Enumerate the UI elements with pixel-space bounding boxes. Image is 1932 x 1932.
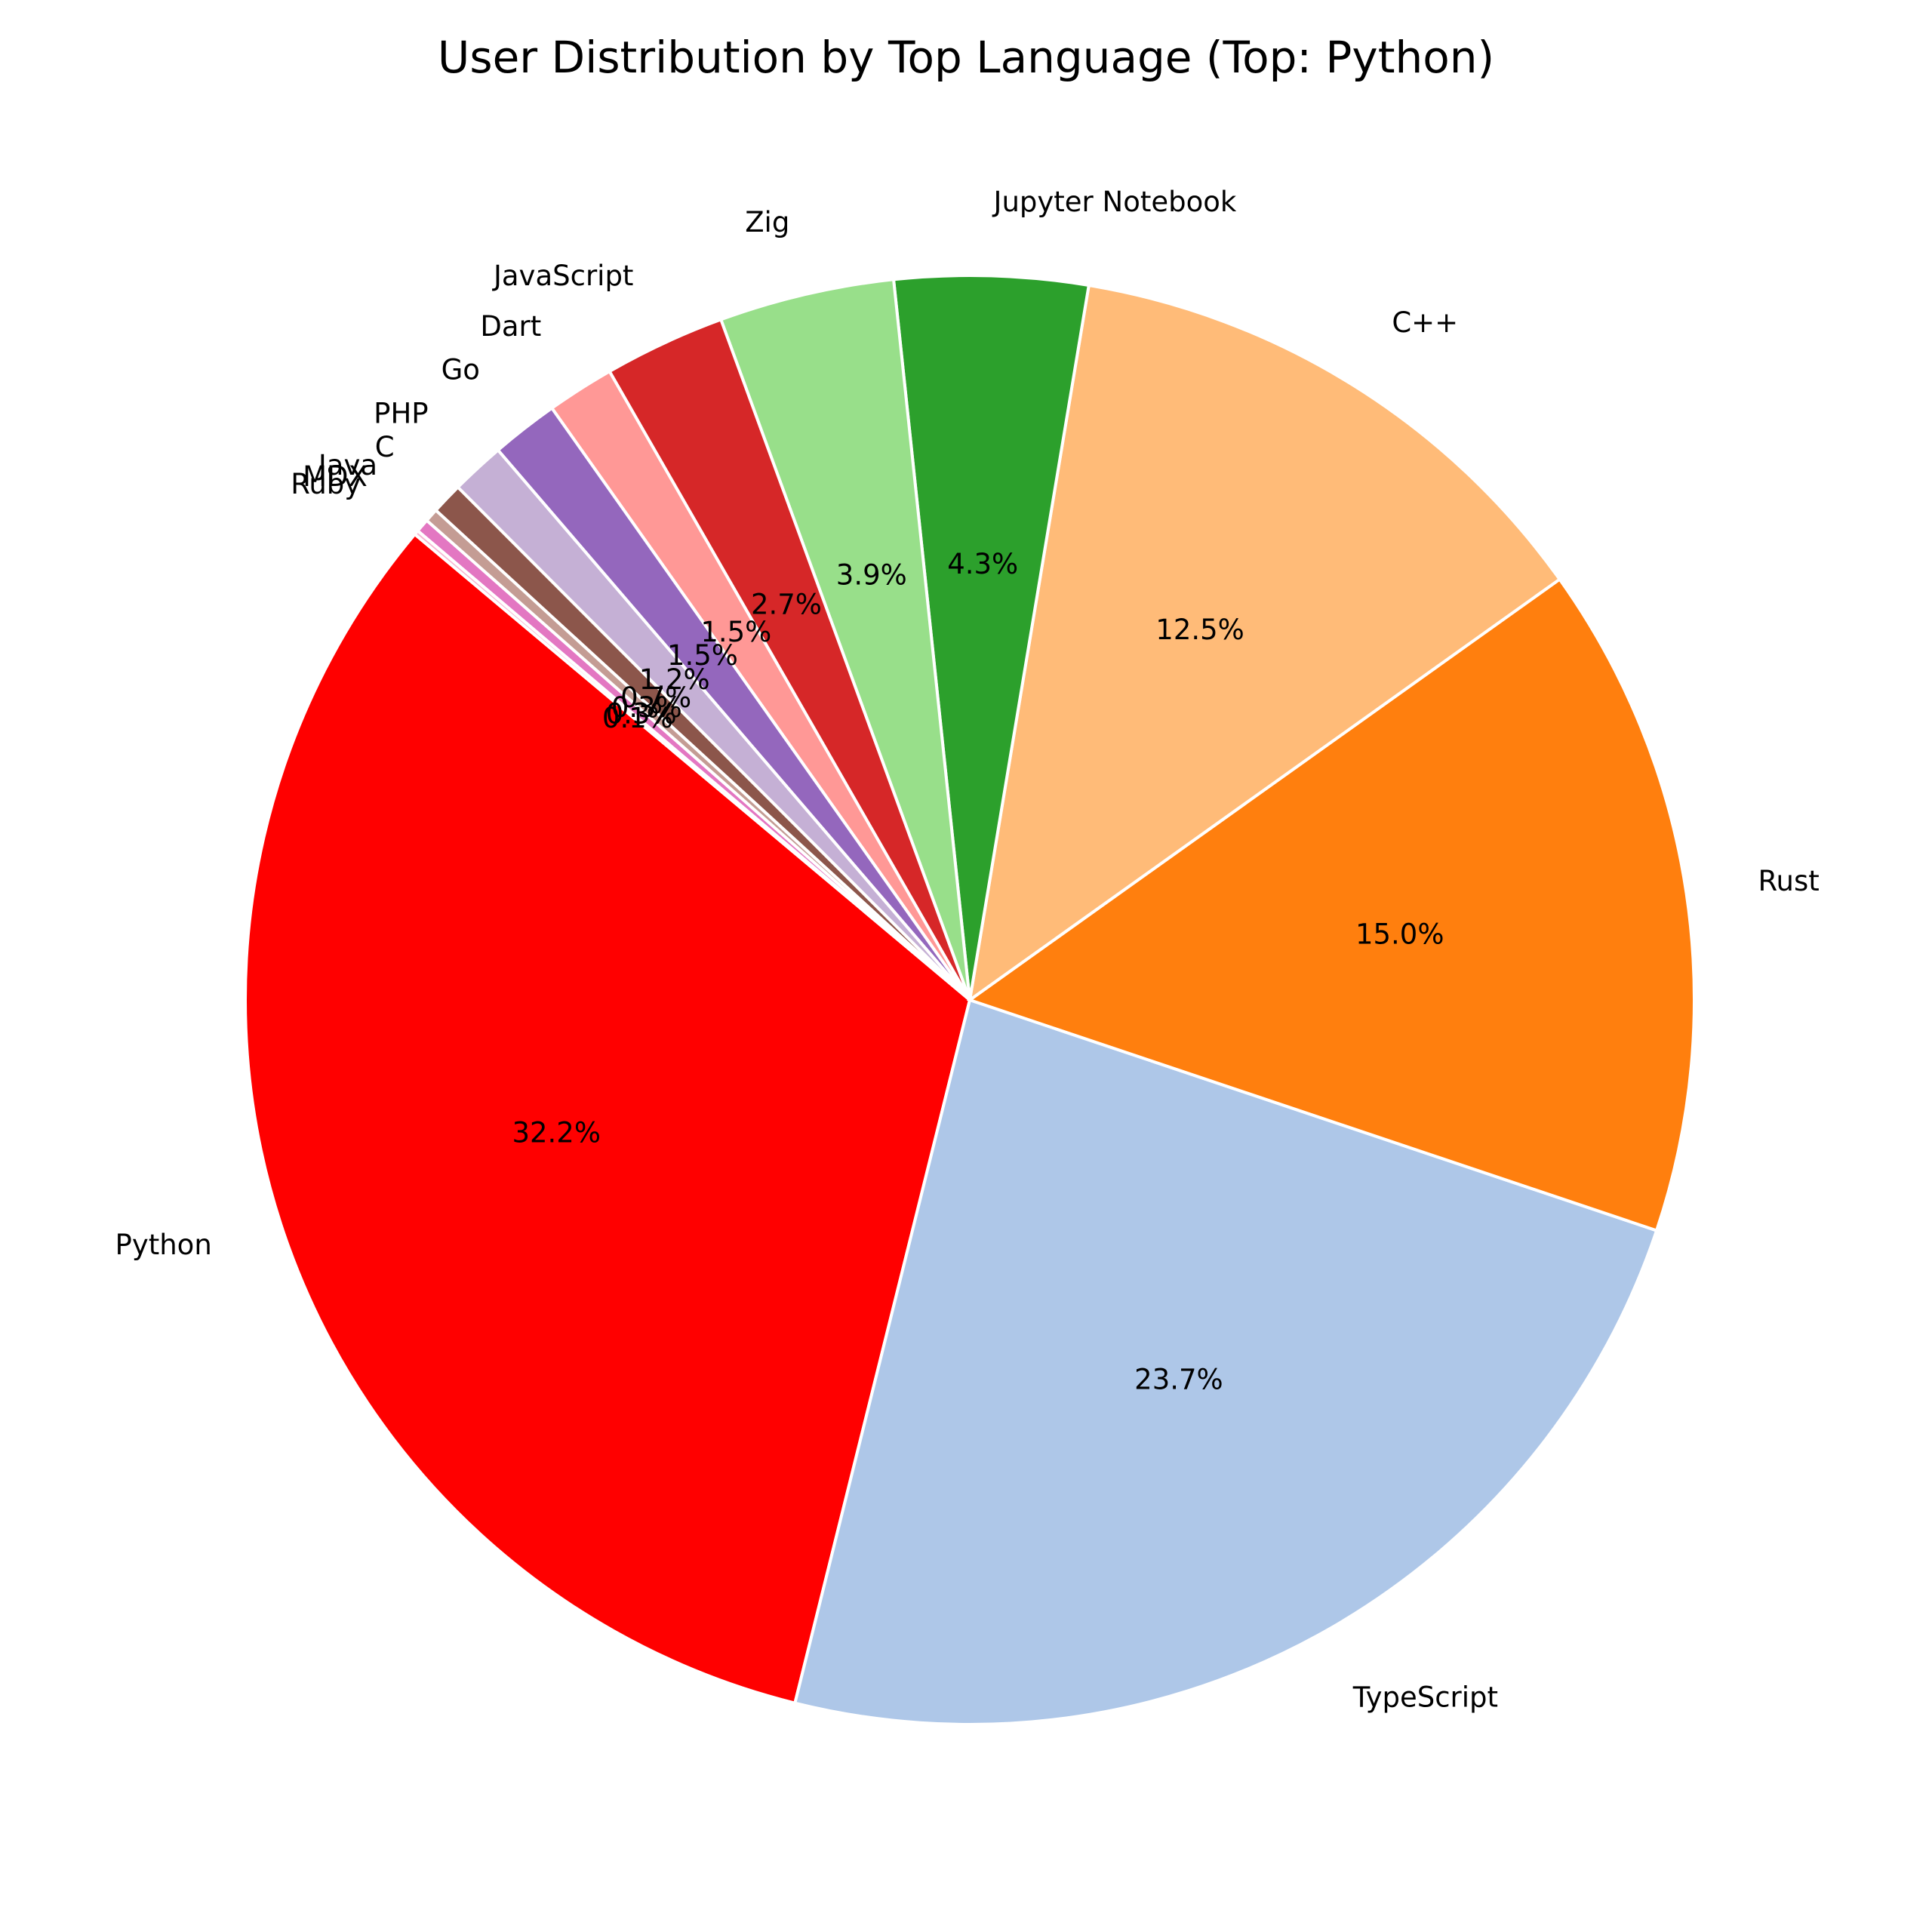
chart-title: User Distribution by Top Language (Top: …: [438, 32, 1494, 83]
pct-label-ruby: 0.1%: [602, 702, 673, 734]
slice-label-c: C: [375, 431, 395, 463]
pie-slice-ruby: [412, 528, 971, 1001]
slice-label-go: Go: [441, 354, 480, 386]
slice-label-python: Python: [115, 1229, 212, 1261]
slice-label-ruby: Ruby: [291, 468, 361, 500]
pct-label-rust: 15.0%: [1355, 918, 1444, 951]
pct-label-python: 32.2%: [512, 1117, 601, 1149]
pct-label-javascript: 2.7%: [751, 588, 822, 620]
pct-label-java: 0.3%: [611, 691, 682, 724]
pct-label-zig: 3.9%: [836, 558, 907, 591]
slice-label-php: PHP: [374, 398, 428, 430]
pie-slice-typescript: [792, 998, 1659, 1726]
pie-slice-c: [968, 283, 1562, 1004]
pct-label-go: 1.5%: [667, 639, 738, 672]
pie-slice-python: [244, 532, 972, 1706]
pct-label-dart: 1.5%: [700, 616, 771, 648]
pie-slice-jupyter-notebook: [891, 274, 1091, 1001]
slice-label-mdx: MDX: [303, 460, 368, 493]
slice-label-typescript: TypeScript: [1352, 1681, 1498, 1713]
slice-label-c: C++: [1392, 306, 1458, 339]
pie-slice-rust: [966, 577, 1696, 1233]
pct-label-jupyter-notebook: 4.3%: [947, 548, 1018, 580]
slice-label-jupyter-notebook: Jupyter Notebook: [992, 186, 1237, 218]
pct-label-mdx: 0.3%: [606, 697, 677, 730]
pct-label-c: 12.5%: [1155, 614, 1244, 646]
slice-label-zig: Zig: [745, 206, 789, 238]
pct-label-php: 1.2%: [639, 663, 710, 696]
slice-label-java: Java: [317, 449, 377, 481]
slice-label-javascript: JavaScript: [492, 260, 633, 292]
pct-label-c: 0.7%: [620, 681, 691, 714]
pct-label-typescript: 23.7%: [1134, 1364, 1223, 1396]
labels-layer: Python 32.2% TypeScript 23.7% Rust 15.0% C++ 12…: [115, 186, 1820, 1713]
slice-label-rust: Rust: [1758, 865, 1819, 897]
slices-layer: [244, 274, 1696, 1726]
pie-slice-zig: [718, 278, 971, 1001]
slice-label-dart: Dart: [480, 310, 541, 343]
